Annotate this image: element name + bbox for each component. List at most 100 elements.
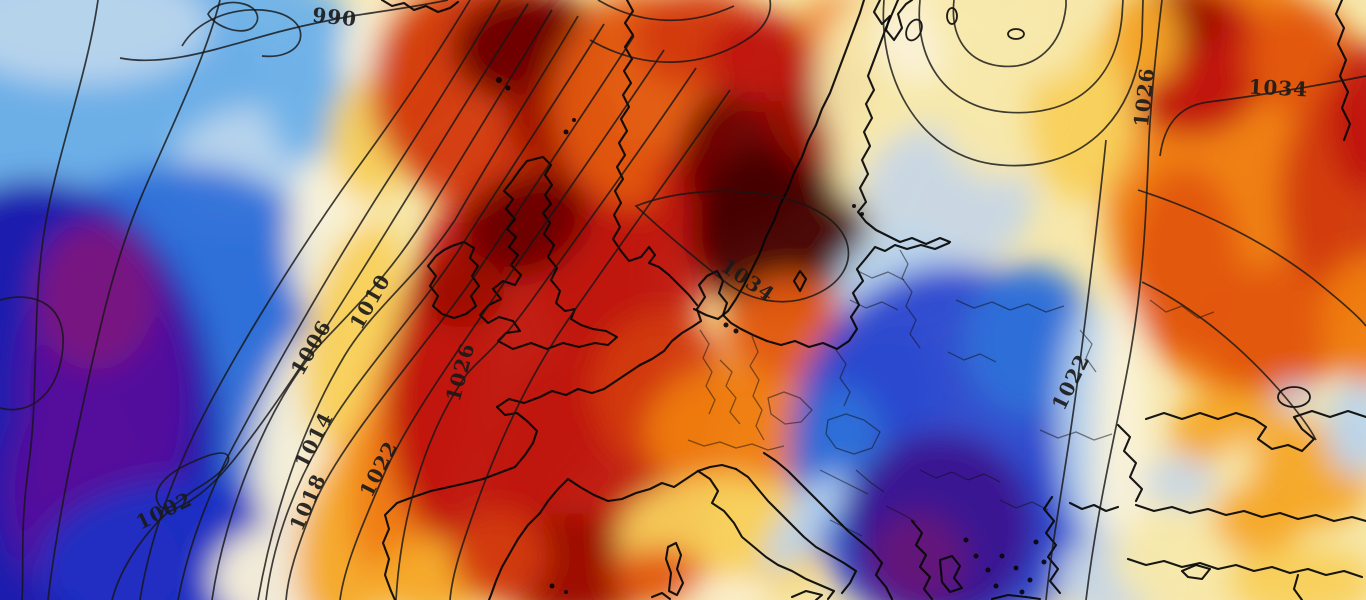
- coastline-white-sea: [872, 0, 914, 42]
- island-aegean: [973, 553, 979, 559]
- island-sardinia: [650, 591, 672, 600]
- shading-blob: [763, 471, 847, 573]
- shading-blob: [1326, 380, 1366, 476]
- lake-onega: [946, 7, 958, 25]
- shading-blob: [1225, 546, 1366, 600]
- shading-blob: [1321, 255, 1366, 385]
- country-border: [819, 469, 869, 495]
- coastline-riviera: [538, 469, 700, 515]
- coastline-ireland: [426, 240, 481, 320]
- coastline-peloponnese: [938, 554, 964, 594]
- country-border: [699, 329, 716, 415]
- island-aegean: [1019, 589, 1025, 595]
- coastline-greece: [910, 519, 934, 600]
- island-cyprus: [1180, 563, 1212, 581]
- shading-blob: [452, 510, 548, 600]
- island-shetland: [572, 118, 576, 122]
- shading-blob: [35, 220, 155, 370]
- isobar-line: [177, 0, 501, 600]
- coastline-turkey-west: [1042, 495, 1062, 595]
- isobar-ridge-loop: [155, 452, 230, 509]
- isobar-line-1022: [339, 49, 665, 600]
- country-border: [829, 519, 863, 537]
- coastline-turkey-north: [1134, 503, 1366, 523]
- shading-blob: [707, 13, 817, 103]
- coastline-iceland: [380, 0, 460, 14]
- isobar-line-1026: [395, 67, 697, 600]
- island-denmark: [733, 328, 739, 334]
- island-denmark: [723, 322, 729, 328]
- island-aegean: [1027, 577, 1033, 583]
- shading-blob: [420, 252, 504, 328]
- isobar-line-1018: [285, 35, 635, 600]
- shading-blob: [612, 548, 708, 600]
- isobar-low-center: [207, 1, 259, 32]
- isobar-line-1022-right: [1045, 139, 1107, 600]
- island-aegean: [999, 553, 1005, 559]
- island-aegean: [1013, 565, 1019, 571]
- island-corsica: [664, 541, 685, 597]
- country-border: [749, 335, 765, 441]
- coastline-finland: [856, 0, 952, 246]
- island-crete: [990, 593, 1042, 600]
- shading-blob: [1109, 0, 1181, 86]
- island-faroe: [505, 85, 511, 91]
- isobar-line: [1137, 189, 1366, 327]
- island-aegean: [1041, 559, 1047, 565]
- isobar-label-990: 990: [311, 3, 358, 32]
- shading-blob: [924, 0, 1000, 44]
- isobar-line: [181, 9, 302, 58]
- country-border: [899, 249, 921, 349]
- island-faroe: [496, 77, 502, 83]
- island-balearic: [564, 590, 568, 594]
- isobar-high-loop-1034: [634, 190, 850, 303]
- shading-blob: [645, 367, 815, 497]
- country-border: [885, 505, 917, 523]
- coastline-blacksea-west: [1116, 423, 1144, 503]
- isobar-label-1034: 1034: [1248, 74, 1309, 101]
- isobar-line: [449, 89, 731, 600]
- island-aland: [852, 204, 856, 208]
- country-border: [1039, 429, 1113, 441]
- island-aegean: [985, 567, 991, 573]
- country-border: [825, 413, 881, 455]
- shading-blob: [692, 142, 868, 318]
- shading-blob: [997, 0, 1087, 80]
- coastline-sweden: [692, 0, 866, 321]
- island-shetland: [563, 129, 569, 135]
- lake-northeast: [1007, 28, 1025, 40]
- isobar-hook: [918, 0, 1124, 114]
- shading-blob: [688, 578, 772, 600]
- country-border: [919, 469, 1001, 483]
- country-borders-layer: [687, 249, 1215, 537]
- coastline-britain: [478, 155, 619, 351]
- coastline-arctic-russia: [1334, 0, 1352, 142]
- isobar-line: [1141, 281, 1317, 441]
- isobar-line-1014: [265, 23, 605, 600]
- isobar-line-990: [119, 0, 449, 62]
- island-sicily: [790, 589, 824, 600]
- coastline-italy-east: [734, 467, 858, 595]
- country-border: [855, 469, 885, 493]
- coastline-turkey-south: [1126, 557, 1364, 579]
- isobar-line-1026-right: [1085, 0, 1163, 600]
- coastline-italy-west: [696, 469, 836, 600]
- coastlines-layer: [380, 0, 1366, 600]
- island-aegean: [993, 583, 999, 589]
- coastline-syria: [1292, 573, 1304, 600]
- shading-blob: [1213, 485, 1303, 555]
- country-border: [835, 349, 851, 407]
- isobar-line-1034-right: [1159, 75, 1366, 157]
- country-border: [999, 499, 1049, 511]
- isobar-line-1002: [111, 3, 529, 600]
- country-border: [687, 439, 785, 451]
- shading-blob: [1144, 456, 1216, 508]
- shading-blob: [0, 0, 210, 85]
- country-border: [855, 269, 905, 281]
- country-border: [719, 359, 741, 425]
- isobar-line-1006: [211, 9, 553, 600]
- coastline-norway: [611, 0, 699, 307]
